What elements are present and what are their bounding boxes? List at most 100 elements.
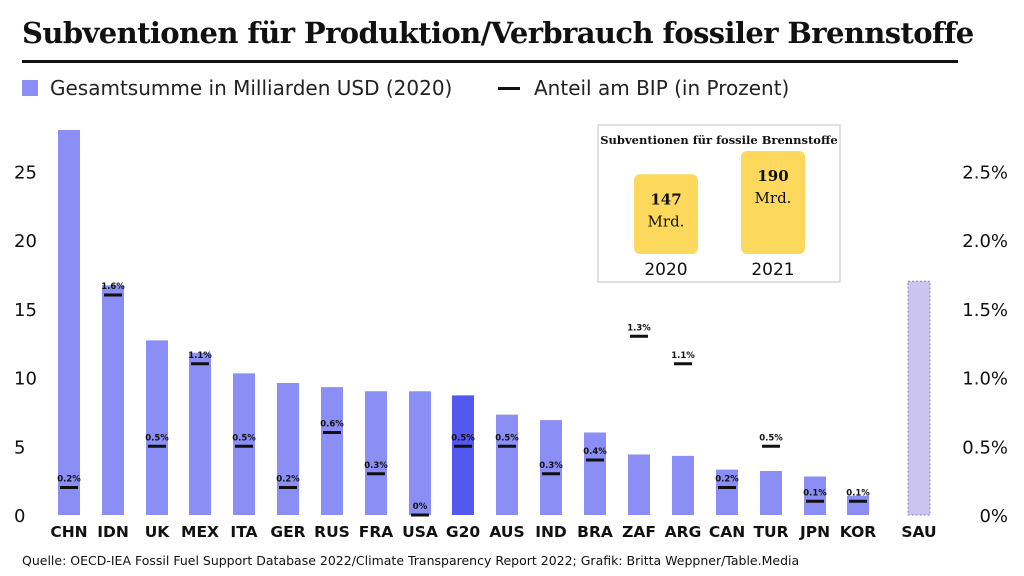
gdp-share-label-bra: 0.4% bbox=[583, 447, 607, 457]
source-note: Quelle: OECD-IEA Fossil Fuel Support Dat… bbox=[22, 553, 800, 568]
category-label-usa: USA bbox=[402, 523, 438, 541]
gdp-share-label-can: 0.2% bbox=[715, 475, 739, 485]
right-axis-tick-label: 0% bbox=[979, 506, 1008, 527]
gdp-share-label-mex: 1.1% bbox=[188, 351, 212, 361]
category-label-mex: MEX bbox=[181, 523, 219, 541]
right-axis-tick-label: 0.5% bbox=[962, 437, 1008, 458]
right-axis-tick-label: 1.0% bbox=[962, 369, 1008, 390]
left-axis-tick-label: 5 bbox=[14, 437, 25, 458]
gdp-share-marker-jpn bbox=[806, 499, 824, 503]
category-label-bra: BRA bbox=[577, 523, 613, 541]
inset-bar-value-2021: 190 bbox=[757, 167, 788, 185]
bar-zaf bbox=[628, 454, 650, 515]
legend-bar-swatch bbox=[22, 80, 38, 96]
legend-bars-label: Gesamtsumme in Milliarden USD (2020) bbox=[50, 76, 453, 100]
gdp-share-label-idn: 1.6% bbox=[101, 282, 125, 292]
category-label-uk: UK bbox=[145, 523, 171, 541]
category-label-idn: IDN bbox=[97, 523, 129, 541]
gdp-share-label-uk: 0.5% bbox=[145, 433, 169, 443]
bar-aus bbox=[496, 414, 518, 515]
right-axis-tick-label: 2.5% bbox=[962, 162, 1008, 183]
gdp-share-label-fra: 0.3% bbox=[364, 461, 388, 471]
bar-fra bbox=[365, 391, 387, 515]
right-axis-tick-label: 2.0% bbox=[962, 231, 1008, 252]
category-label-ita: ITA bbox=[230, 523, 257, 541]
gdp-share-marker-kor bbox=[849, 499, 867, 503]
category-label-sau: SAU bbox=[901, 523, 936, 541]
gdp-share-marker-arg bbox=[674, 362, 692, 366]
inset-bar-unit-2021: Mrd. bbox=[755, 189, 792, 207]
gdp-share-label-rus: 0.6% bbox=[320, 420, 344, 430]
inset-bar-unit-2020: Mrd. bbox=[648, 212, 685, 230]
gdp-share-label-arg: 1.1% bbox=[671, 351, 695, 361]
gdp-share-marker-zaf bbox=[630, 334, 648, 338]
gdp-share-label-ger: 0.2% bbox=[276, 475, 300, 485]
bar-uk bbox=[146, 340, 168, 515]
left-axis-tick-label: 10 bbox=[14, 369, 37, 390]
inset-bar-2020 bbox=[634, 174, 698, 254]
inset-year-label-2020: 2020 bbox=[644, 260, 687, 280]
category-label-ger: GER bbox=[270, 523, 305, 541]
left-axis-tick-label: 0 bbox=[14, 506, 25, 527]
category-label-zaf: ZAF bbox=[622, 523, 656, 541]
gdp-share-marker-uk bbox=[148, 444, 166, 448]
gdp-share-label-g20: 0.5% bbox=[451, 433, 475, 443]
gdp-share-label-ind: 0.3% bbox=[539, 461, 563, 471]
bar-idn bbox=[102, 285, 124, 515]
chart-title: Subventionen für Produktion/Verbrauch fo… bbox=[22, 16, 974, 50]
gdp-share-label-zaf: 1.3% bbox=[627, 323, 651, 333]
gdp-share-label-usa: 0% bbox=[413, 502, 428, 512]
category-label-rus: RUS bbox=[314, 523, 350, 541]
gdp-share-marker-ita bbox=[235, 444, 253, 448]
category-label-g20: G20 bbox=[446, 523, 481, 541]
left-axis-tick-label: 25 bbox=[14, 162, 37, 183]
category-label-can: CAN bbox=[709, 523, 745, 541]
gdp-share-marker-usa bbox=[411, 513, 429, 517]
gdp-share-marker-bra bbox=[586, 458, 604, 462]
title-underline bbox=[22, 60, 958, 63]
gdp-share-label-aus: 0.5% bbox=[495, 433, 519, 443]
bar-tur bbox=[760, 471, 782, 515]
bar-sau bbox=[907, 280, 931, 516]
bar-arg bbox=[672, 455, 694, 515]
category-label-tur: TUR bbox=[753, 523, 788, 541]
bar-kor bbox=[847, 495, 869, 515]
gdp-share-marker-mex bbox=[191, 362, 209, 366]
gdp-share-label-ita: 0.5% bbox=[232, 433, 256, 443]
inset-bar-2021 bbox=[741, 151, 805, 254]
category-label-ind: IND bbox=[535, 523, 567, 541]
gdp-share-marker-tur bbox=[762, 444, 780, 448]
gdp-share-marker-ind bbox=[542, 472, 560, 476]
gdp-share-label-jpn: 0.1% bbox=[803, 488, 827, 498]
bar-g20 bbox=[452, 395, 474, 515]
bar-chn bbox=[58, 130, 80, 515]
inset-bar-value-2020: 147 bbox=[650, 190, 681, 208]
gdp-share-marker-ger bbox=[279, 486, 297, 489]
bar-mex bbox=[189, 352, 211, 515]
left-axis-tick-label: 20 bbox=[14, 231, 37, 252]
gdp-share-label-tur: 0.5% bbox=[759, 433, 783, 443]
bar-bra bbox=[584, 432, 606, 515]
legend-line-swatch bbox=[498, 86, 520, 90]
gdp-share-marker-chn bbox=[60, 486, 78, 489]
category-label-kor: KOR bbox=[840, 523, 876, 541]
bar-ind bbox=[540, 420, 562, 515]
bar-jpn bbox=[804, 476, 826, 515]
bar-ger bbox=[277, 383, 299, 515]
bar-ita bbox=[233, 373, 255, 515]
bar-rus bbox=[321, 387, 343, 515]
right-axis-tick-label: 1.5% bbox=[962, 300, 1008, 321]
category-label-chn: CHN bbox=[50, 523, 87, 541]
gdp-share-marker-aus bbox=[498, 444, 516, 448]
category-label-fra: FRA bbox=[359, 523, 394, 541]
category-label-aus: AUS bbox=[489, 523, 524, 541]
gdp-share-label-chn: 0.2% bbox=[57, 475, 81, 485]
gdp-share-marker-can bbox=[718, 486, 736, 489]
left-axis-tick-label: 15 bbox=[14, 300, 37, 321]
legend-item-bars: Gesamtsumme in Milliarden USD (2020) bbox=[22, 76, 452, 100]
category-label-jpn: JPN bbox=[799, 523, 830, 541]
gdp-share-marker-rus bbox=[323, 431, 341, 434]
gdp-share-marker-g20 bbox=[454, 444, 472, 448]
inset-year-label-2021: 2021 bbox=[751, 260, 794, 280]
